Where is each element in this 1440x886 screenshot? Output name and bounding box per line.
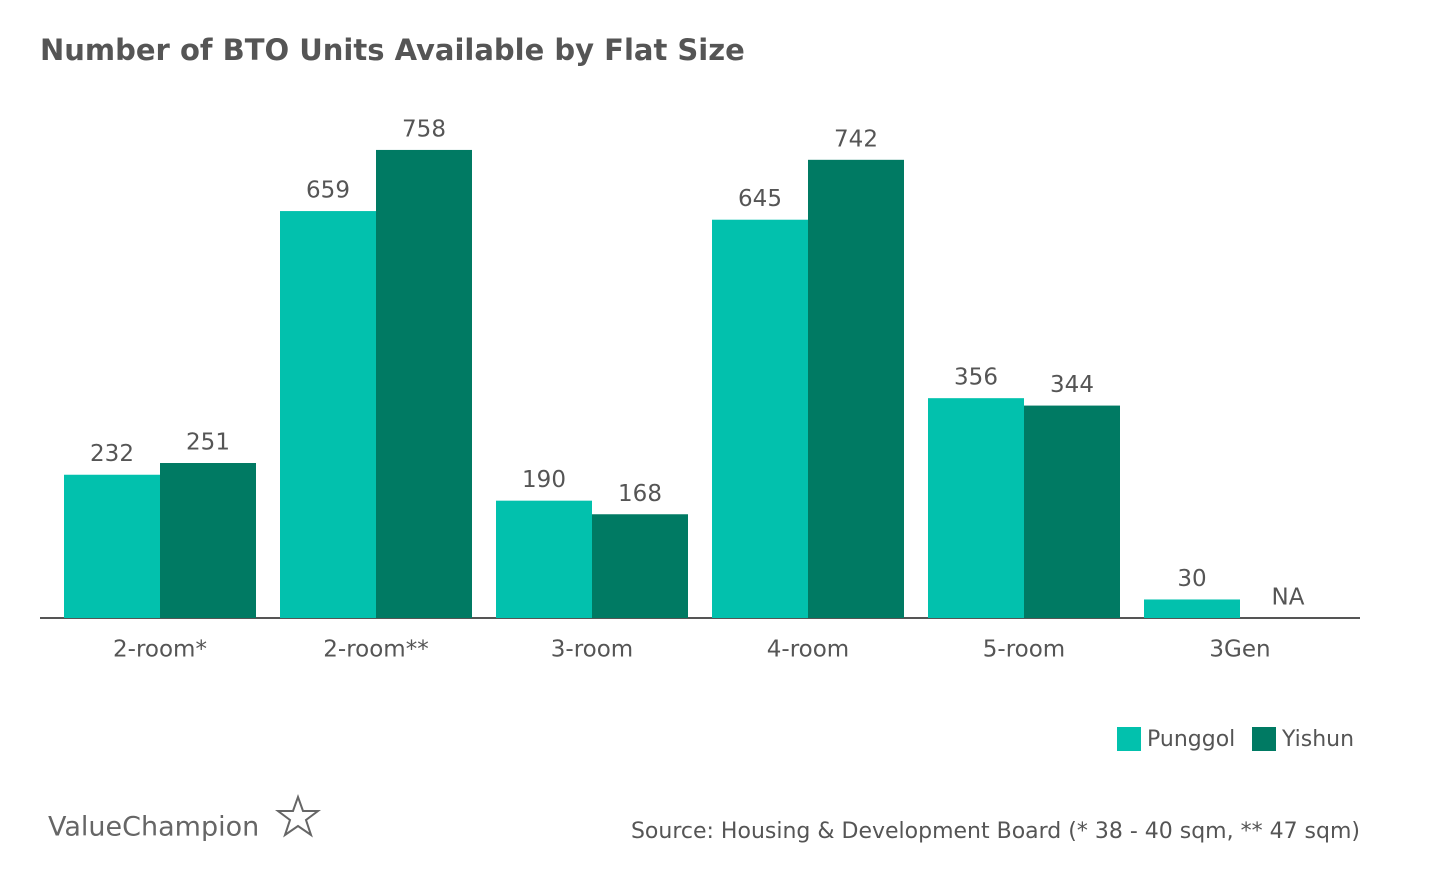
x-tick-label: 4-room xyxy=(767,637,849,663)
bar xyxy=(808,159,904,618)
bar xyxy=(160,463,256,618)
bar xyxy=(592,514,688,618)
bar xyxy=(928,398,1024,618)
value-label: 645 xyxy=(738,186,782,212)
legend-swatch xyxy=(1252,727,1276,751)
value-label: 232 xyxy=(90,441,134,467)
value-label: 30 xyxy=(1177,566,1206,592)
value-label: 758 xyxy=(402,116,446,142)
legend-label: Punggol xyxy=(1147,727,1235,752)
bar xyxy=(712,219,808,618)
value-label: 190 xyxy=(522,467,566,493)
legend-label: Yishun xyxy=(1281,727,1354,752)
x-tick-label: 3Gen xyxy=(1209,637,1270,663)
value-label: 659 xyxy=(306,178,350,204)
brand-star xyxy=(275,794,321,838)
x-tick-label: 2-room** xyxy=(323,637,428,663)
bar xyxy=(1144,599,1240,618)
value-label: 251 xyxy=(186,430,230,456)
bar xyxy=(376,149,472,618)
value-label: 344 xyxy=(1050,372,1094,398)
bar xyxy=(496,500,592,618)
x-tick-label: 3-room xyxy=(551,637,633,663)
value-label: 742 xyxy=(834,126,878,152)
bar xyxy=(1024,405,1120,618)
brand: ValueChampion xyxy=(48,812,259,843)
value-label: 168 xyxy=(618,481,662,507)
x-tick-label: 2-room* xyxy=(113,637,207,663)
value-label: NA xyxy=(1272,585,1305,611)
bar xyxy=(64,474,160,618)
bar xyxy=(280,211,376,618)
source: Source: Housing & Development Board (* 3… xyxy=(631,819,1360,844)
x-tick-label: 5-room xyxy=(983,637,1065,663)
value-label: 356 xyxy=(954,365,998,391)
legend-swatch xyxy=(1117,727,1141,751)
chart-title: Number of BTO Units Available by Flat Si… xyxy=(40,33,745,67)
